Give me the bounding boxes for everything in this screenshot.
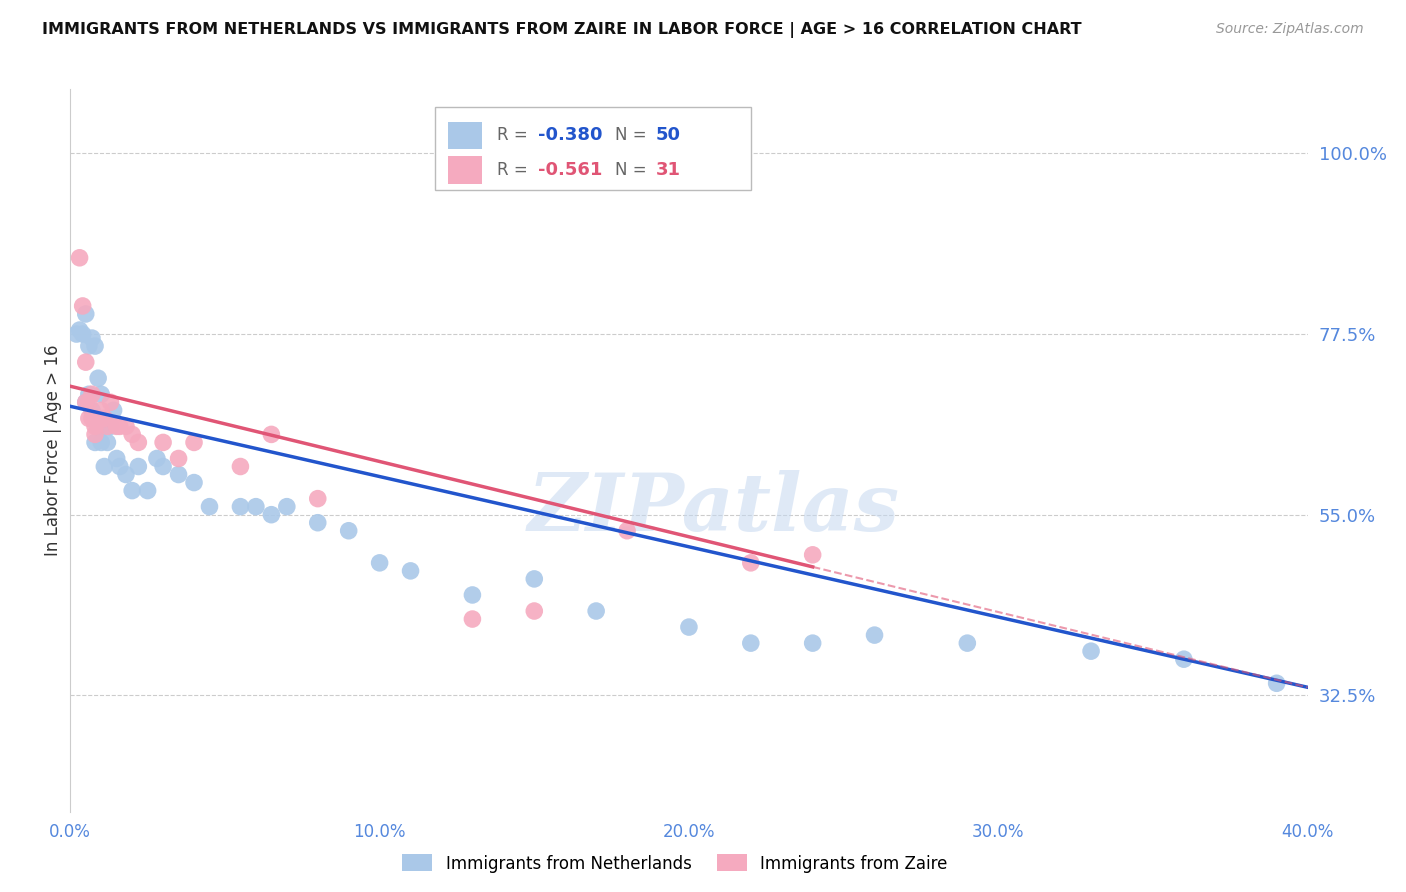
Text: N =: N = [614, 127, 651, 145]
Point [77, 411, 100, 425]
Point [84, 427, 107, 442]
Point [245, 500, 267, 514]
Point [167, 451, 190, 466]
Point [127, 435, 149, 450]
Point [75, 307, 97, 321]
Point [801, 548, 824, 562]
Text: 31: 31 [655, 161, 681, 179]
Point [152, 435, 174, 450]
Point [80, 403, 103, 417]
Point [399, 564, 422, 578]
Point [801, 636, 824, 650]
Point [90, 435, 112, 450]
Point [229, 500, 252, 514]
Point [75, 395, 97, 409]
Point [183, 435, 205, 450]
Point [77, 395, 100, 409]
Point [93, 419, 115, 434]
FancyBboxPatch shape [436, 107, 751, 190]
Point [1173, 652, 1195, 666]
Point [108, 459, 131, 474]
Point [740, 636, 762, 650]
Point [87, 371, 110, 385]
Point [84, 339, 107, 353]
Text: -0.380: -0.380 [538, 127, 603, 145]
Point [105, 419, 128, 434]
Point [72, 327, 94, 342]
Point [276, 500, 298, 514]
Point [368, 556, 391, 570]
Point [127, 459, 149, 474]
Point [616, 524, 638, 538]
Point [585, 604, 607, 618]
Point [337, 524, 360, 538]
Point [115, 467, 138, 482]
Text: R =: R = [498, 127, 533, 145]
Point [87, 419, 110, 434]
Point [84, 435, 107, 450]
Point [461, 612, 484, 626]
Point [77, 387, 100, 401]
Point [307, 491, 329, 506]
Point [198, 500, 221, 514]
Point [260, 427, 283, 442]
Text: -0.561: -0.561 [538, 161, 602, 179]
Point [115, 419, 138, 434]
Point [152, 459, 174, 474]
Point [523, 604, 546, 618]
Point [183, 475, 205, 490]
Point [96, 419, 118, 434]
Point [75, 395, 97, 409]
Point [260, 508, 283, 522]
Point [96, 435, 118, 450]
Point [100, 395, 122, 409]
Point [93, 411, 115, 425]
Point [956, 636, 979, 650]
Point [75, 355, 97, 369]
Point [65, 327, 87, 342]
Text: ZIPatlas: ZIPatlas [527, 469, 900, 547]
Point [80, 387, 103, 401]
Point [77, 339, 100, 353]
Point [1080, 644, 1102, 658]
Point [307, 516, 329, 530]
Point [229, 459, 252, 474]
Point [69, 323, 91, 337]
Y-axis label: In Labor Force | Age > 16: In Labor Force | Age > 16 [44, 344, 62, 557]
Legend: Immigrants from Netherlands, Immigrants from Zaire: Immigrants from Netherlands, Immigrants … [395, 847, 955, 880]
Text: 50: 50 [655, 127, 681, 145]
Point [461, 588, 484, 602]
Point [69, 251, 91, 265]
Point [105, 451, 128, 466]
Point [108, 419, 131, 434]
Point [90, 387, 112, 401]
Point [80, 331, 103, 345]
Point [93, 459, 115, 474]
Point [87, 411, 110, 425]
Point [136, 483, 159, 498]
Point [90, 403, 112, 417]
Point [103, 403, 125, 417]
Text: IMMIGRANTS FROM NETHERLANDS VS IMMIGRANTS FROM ZAIRE IN LABOR FORCE | AGE > 16 C: IMMIGRANTS FROM NETHERLANDS VS IMMIGRANT… [42, 22, 1081, 38]
Bar [447, 121, 482, 149]
Point [740, 556, 762, 570]
Point [121, 483, 143, 498]
Point [678, 620, 700, 634]
Point [523, 572, 546, 586]
Bar [447, 156, 482, 184]
Point [72, 299, 94, 313]
Point [80, 411, 103, 425]
Text: Source: ZipAtlas.com: Source: ZipAtlas.com [1216, 22, 1364, 37]
Point [84, 419, 107, 434]
Point [100, 419, 122, 434]
Point [167, 467, 190, 482]
Point [863, 628, 886, 642]
Point [121, 427, 143, 442]
Text: N =: N = [614, 161, 657, 179]
Point [1265, 676, 1288, 690]
Text: R =: R = [498, 161, 538, 179]
Point [146, 451, 169, 466]
